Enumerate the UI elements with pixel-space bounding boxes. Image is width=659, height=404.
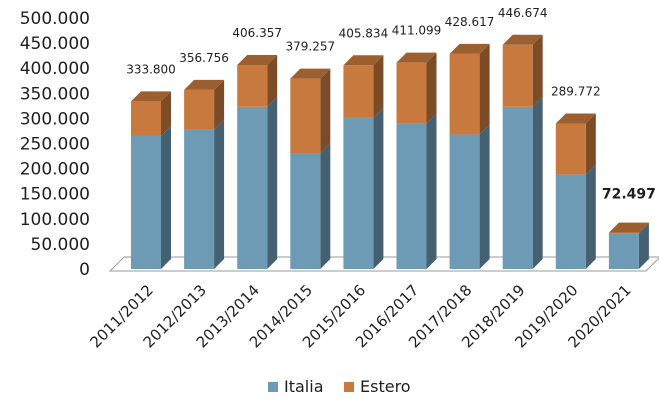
bar-group bbox=[237, 55, 278, 269]
bar-group bbox=[343, 55, 384, 269]
y-tick-label: 500.000 bbox=[20, 9, 90, 29]
legend-swatch-italia bbox=[268, 382, 278, 392]
bar-italia-side bbox=[267, 96, 278, 269]
bar-estero bbox=[502, 44, 533, 107]
bar-total-label: 411.099 bbox=[392, 24, 442, 38]
bar-total-label: 406.357 bbox=[232, 26, 282, 40]
bar-top bbox=[396, 52, 437, 63]
bar-italia-side bbox=[638, 223, 649, 269]
y-tick-label: 0 bbox=[79, 260, 90, 280]
bar-group bbox=[131, 91, 171, 269]
bar-italia-side bbox=[214, 119, 225, 269]
bar-top bbox=[184, 79, 225, 90]
bar-estero-side bbox=[161, 91, 171, 136]
bar-estero bbox=[290, 78, 321, 154]
bar-estero-side bbox=[214, 79, 225, 130]
bar-italia bbox=[131, 135, 161, 269]
bar-top bbox=[343, 55, 384, 66]
bar-estero bbox=[237, 65, 268, 107]
bar-italia-side bbox=[161, 125, 171, 269]
y-tick-label: 450.000 bbox=[20, 34, 90, 54]
legend-swatch-estero bbox=[344, 382, 354, 392]
bar-estero bbox=[449, 53, 480, 135]
bar-italia-side bbox=[479, 124, 490, 270]
bar-estero bbox=[131, 101, 161, 136]
bar-group bbox=[555, 113, 596, 269]
bar-total-label: 446.674 bbox=[498, 6, 548, 20]
bar-total-label: 333.800 bbox=[126, 62, 176, 76]
y-tick-label: 150.000 bbox=[20, 185, 90, 205]
bar-italia bbox=[396, 123, 427, 269]
bar-top bbox=[237, 55, 278, 66]
bar-top bbox=[502, 34, 543, 45]
bar-estero bbox=[343, 65, 374, 118]
bar-top bbox=[608, 222, 649, 233]
y-tick-label: 100.000 bbox=[20, 210, 90, 230]
bar-group bbox=[184, 79, 225, 269]
bar-total-label: 428.617 bbox=[445, 15, 495, 29]
bar-estero-side bbox=[638, 222, 649, 234]
bar-estero-side bbox=[267, 55, 278, 107]
bar-estero-side bbox=[426, 52, 437, 124]
y-tick-label: 200.000 bbox=[20, 160, 90, 180]
bar-group bbox=[290, 68, 331, 269]
legend-label-italia: Italia bbox=[284, 377, 324, 396]
bar-italia-side bbox=[585, 164, 596, 269]
bar-italia bbox=[555, 174, 586, 269]
bar-total-label: 289.772 bbox=[551, 85, 601, 99]
bar-italia-side bbox=[373, 107, 384, 269]
y-tick-label: 250.000 bbox=[20, 135, 90, 155]
bar-estero bbox=[396, 62, 427, 124]
bar-italia bbox=[237, 106, 268, 269]
bar-italia bbox=[608, 233, 639, 269]
bar-total-label: 379.257 bbox=[285, 40, 335, 54]
bar-total-label: 356.756 bbox=[179, 51, 229, 65]
bar-italia bbox=[502, 106, 533, 269]
bar-estero-side bbox=[585, 113, 596, 175]
bar-italia-side bbox=[426, 113, 437, 269]
bar-top bbox=[131, 91, 171, 102]
bar-estero-side bbox=[373, 55, 384, 118]
bar-estero bbox=[555, 123, 586, 175]
bar-italia bbox=[184, 129, 215, 269]
y-tick-label: 350.000 bbox=[20, 84, 90, 104]
bar-estero-side bbox=[532, 34, 543, 107]
y-tick-label: 400.000 bbox=[20, 59, 90, 79]
bar-top bbox=[290, 68, 331, 79]
bar-italia bbox=[343, 117, 374, 269]
bar-group bbox=[608, 222, 649, 269]
bar-italia-side bbox=[320, 143, 331, 269]
legend-label-estero: Estero bbox=[360, 377, 411, 396]
bar-total-label: 72.497 bbox=[602, 187, 656, 203]
bar-estero bbox=[608, 232, 639, 234]
bar-estero bbox=[184, 89, 215, 130]
bar-top bbox=[555, 113, 596, 124]
bar-total-label: 405.834 bbox=[339, 26, 389, 40]
bar-italia bbox=[449, 134, 480, 269]
bar-group bbox=[502, 34, 543, 269]
bar-italia-side bbox=[532, 96, 543, 269]
bar-estero-side bbox=[479, 43, 490, 135]
y-tick-label: 50.000 bbox=[31, 235, 90, 255]
bar-group bbox=[396, 52, 437, 269]
bar-estero-side bbox=[320, 68, 331, 154]
bar-italia bbox=[290, 153, 321, 269]
y-tick-label: 300.000 bbox=[20, 109, 90, 129]
bar-top bbox=[449, 43, 490, 54]
bar-group bbox=[449, 43, 490, 270]
